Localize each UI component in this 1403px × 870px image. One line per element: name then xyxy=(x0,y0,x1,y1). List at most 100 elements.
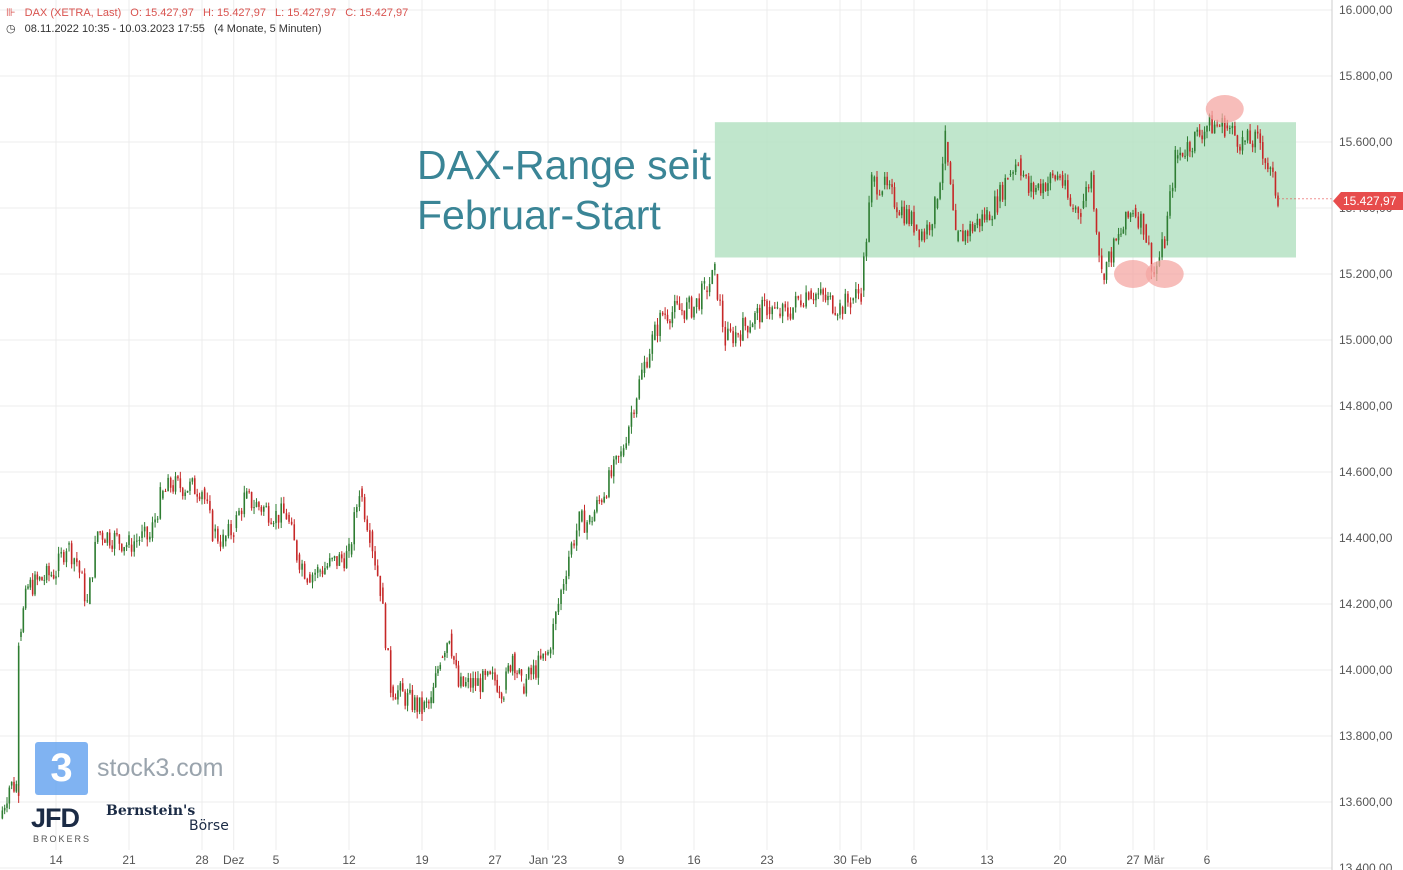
candle-body xyxy=(1137,216,1140,228)
candle-body xyxy=(8,787,11,804)
candle-body xyxy=(620,451,622,457)
candle-body xyxy=(746,326,749,333)
candle-body xyxy=(516,673,518,675)
candle-body xyxy=(50,574,53,576)
candle-body xyxy=(952,184,954,211)
candle-body xyxy=(612,459,615,477)
candle-body xyxy=(520,669,523,676)
candle-body xyxy=(477,678,479,686)
candle-body xyxy=(815,293,817,301)
x-axis[interactable]: 14 21 28 Dez 5 12 19 27 Jan '23 9 16 23 30 Feb 6 13 20 27… xyxy=(49,853,1210,867)
candle-body xyxy=(527,667,530,679)
candle-body xyxy=(479,678,482,692)
candle-body xyxy=(834,312,836,315)
x-tick-label: 6 xyxy=(1204,853,1211,867)
candle-body xyxy=(829,295,832,297)
last-price-tag: 15.427,97 xyxy=(1333,192,1403,210)
candle-body xyxy=(1186,142,1189,156)
candle-body xyxy=(1117,234,1120,241)
clock-icon: ◷ xyxy=(6,23,16,35)
candle-body xyxy=(235,515,238,529)
candle-body xyxy=(371,531,374,552)
candle-body xyxy=(615,456,617,460)
candle-body xyxy=(991,218,994,221)
candle-body xyxy=(209,501,211,511)
period-header: ◷ 08.11.2022 10:35 - 10.03.2023 17:55 (4… xyxy=(6,22,328,35)
candle-body xyxy=(484,670,487,676)
x-tick-label: Mär xyxy=(1144,853,1165,867)
stock3-logo-icon: 3 xyxy=(35,742,88,795)
candle-body xyxy=(781,304,784,317)
candle-body xyxy=(839,303,841,315)
candle-body xyxy=(31,579,34,595)
x-tick-label: 14 xyxy=(49,853,63,867)
highlight-ellipse xyxy=(1114,260,1152,288)
candle-body xyxy=(198,496,201,500)
candle-body xyxy=(260,506,263,512)
candle-body xyxy=(1122,229,1125,234)
candle-body xyxy=(1251,143,1254,148)
annotation-line-1: DAX-Range seit xyxy=(417,142,711,188)
candle-body xyxy=(954,210,957,231)
candle-body xyxy=(768,307,771,315)
candle-body xyxy=(1269,167,1272,170)
candle-body xyxy=(844,293,847,314)
candle-body xyxy=(800,300,802,306)
candle-body xyxy=(1234,125,1236,136)
candle-body xyxy=(673,301,676,313)
candle-body xyxy=(1103,274,1105,280)
candle-body xyxy=(706,290,708,293)
candle-body xyxy=(467,678,470,683)
candle-body xyxy=(1223,117,1226,137)
candle-body xyxy=(661,312,664,315)
candle-body xyxy=(455,659,458,666)
candle-body xyxy=(83,573,86,602)
candle-body xyxy=(789,313,792,319)
candle-body xyxy=(622,448,625,456)
y-tick-label: 14.000,00 xyxy=(1339,663,1393,677)
candle-body xyxy=(404,691,406,706)
y-tick-label: 14.200,00 xyxy=(1339,597,1393,611)
candle-body xyxy=(89,578,91,604)
candle-body xyxy=(749,327,751,333)
candle-body xyxy=(805,292,807,307)
y-axis[interactable]: 13.400,00 13.600,00 13.800,00 14.000,00 14.2… xyxy=(1339,3,1393,870)
candle-body xyxy=(1174,149,1177,188)
candle-body xyxy=(1064,180,1067,186)
candle-body xyxy=(857,289,860,294)
candle-body xyxy=(263,506,265,512)
candle-body xyxy=(557,603,560,612)
candle-body xyxy=(690,297,693,318)
candle-body xyxy=(181,488,184,497)
candle-body xyxy=(1022,174,1025,176)
candle-body xyxy=(596,500,598,512)
candle-body xyxy=(230,524,232,536)
candle-body xyxy=(1115,238,1117,241)
candle-body xyxy=(423,701,426,710)
candle-body xyxy=(555,611,557,624)
candle-body xyxy=(827,296,829,301)
candle-body xyxy=(562,584,565,591)
candle-body xyxy=(298,554,301,570)
candle-body xyxy=(727,328,729,340)
x-tick-label: 27 xyxy=(488,853,502,867)
candle-body xyxy=(29,579,32,588)
candle-body xyxy=(348,543,350,552)
candle-body xyxy=(68,543,70,545)
candle-body xyxy=(120,543,123,552)
candle-body xyxy=(986,210,988,220)
candle-body xyxy=(130,544,133,552)
y-tick-label: 15.000,00 xyxy=(1339,333,1393,347)
boerse-logo: Börse xyxy=(189,818,229,834)
candle-body xyxy=(255,502,258,508)
candle-body xyxy=(1198,129,1201,136)
candle-body xyxy=(865,241,868,257)
candle-body xyxy=(379,575,382,596)
candle-body xyxy=(1194,131,1196,152)
candle-body xyxy=(206,499,209,502)
candle-body xyxy=(1132,213,1134,215)
candle-body xyxy=(959,230,962,232)
candle-body xyxy=(52,574,55,579)
candle-body xyxy=(243,492,246,515)
chart-type-icon: ⊪ xyxy=(6,7,16,19)
